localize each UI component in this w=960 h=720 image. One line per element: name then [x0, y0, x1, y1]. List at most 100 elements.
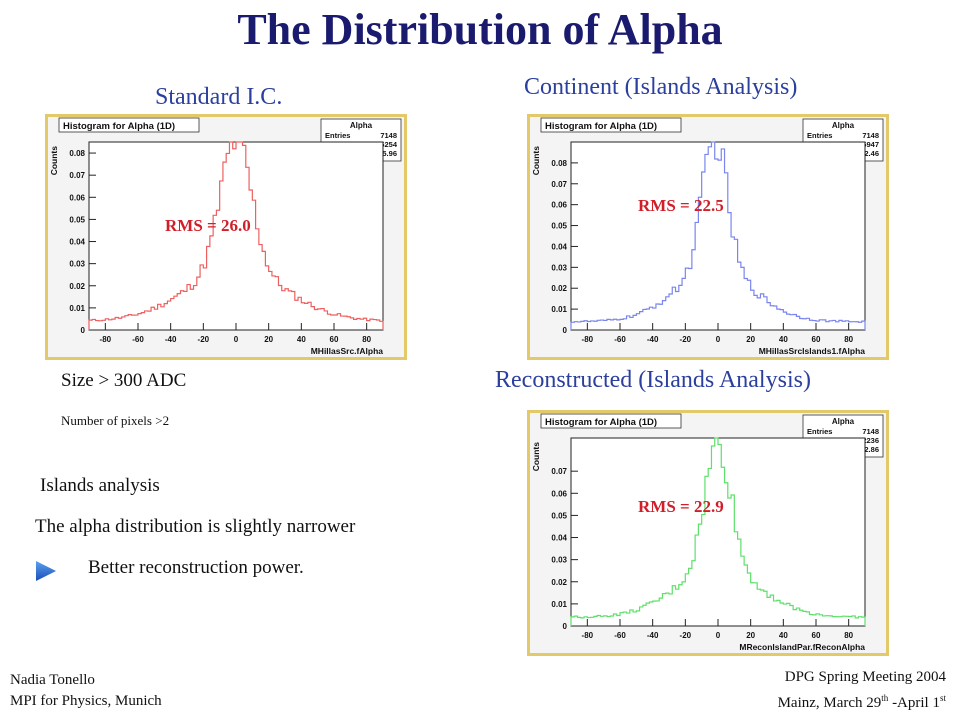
- x-tick-label: -20: [198, 335, 210, 344]
- x-tick-label: 0: [716, 631, 721, 640]
- plot-area: [570, 437, 866, 627]
- stats-value: -0.2236: [854, 436, 879, 445]
- y-tick-label: 0.05: [69, 215, 85, 224]
- y-tick-label: 0.01: [69, 304, 85, 313]
- x-tick-label: -60: [614, 335, 626, 344]
- x-tick-label: 80: [844, 631, 853, 640]
- meeting-name: DPG Spring Meeting 2004: [784, 669, 946, 685]
- x-tick-label: -40: [647, 631, 659, 640]
- x-tick-label: -80: [582, 631, 594, 640]
- x-tick-label: 60: [330, 335, 339, 344]
- panel-label-reconstructed: Reconstructed (Islands Analysis): [495, 367, 811, 393]
- footer-meeting: DPG Spring Meeting 2004 Mainz, March 29t…: [778, 667, 946, 714]
- hist-title: Histogram for Alpha (1D): [545, 417, 657, 428]
- x-tick-label: -60: [132, 335, 144, 344]
- y-tick-label: 0.05: [551, 511, 567, 520]
- hist-title: Histogram for Alpha (1D): [545, 121, 657, 132]
- islands-heading: Islands analysis: [40, 475, 160, 496]
- x-tick-label: 20: [746, 631, 755, 640]
- x-tick-label: -40: [165, 335, 177, 344]
- x-tick-label: 20: [746, 335, 755, 344]
- stats-key: Entries: [325, 131, 350, 140]
- hist-title-box: [58, 117, 200, 133]
- narrower-text: The alpha distribution is slightly narro…: [35, 516, 356, 537]
- hist-title: Histogram for Alpha (1D): [63, 121, 175, 132]
- y-tick-label: 0.04: [551, 534, 567, 543]
- x-tick-label: 20: [264, 335, 273, 344]
- stats-value: 7148: [380, 131, 397, 140]
- x-axis-label: MReconIslandPar.fReconAlpha: [739, 642, 865, 652]
- x-tick-label: 40: [779, 631, 788, 640]
- stats-name: Alpha: [832, 121, 855, 130]
- x-tick-label: -60: [614, 631, 626, 640]
- x-axis-label: MHillasSrc.fAlpha: [311, 346, 384, 356]
- rms-annotation-standard: RMS = 26.0: [165, 216, 251, 235]
- stats-key: Entries: [807, 131, 832, 140]
- stats-value: 0.5254: [374, 140, 398, 149]
- x-tick-label: 40: [297, 335, 306, 344]
- x-tick-label: 40: [779, 335, 788, 344]
- x-tick-label: -20: [680, 631, 692, 640]
- slide-title: The Distribution of Alpha: [237, 5, 723, 54]
- y-tick-label: 0.07: [551, 467, 567, 476]
- plot-area: [88, 141, 384, 331]
- y-tick-label: 0.06: [69, 193, 85, 202]
- y-tick-label: 0.02: [69, 282, 85, 291]
- hist-title-box: [540, 117, 682, 133]
- y-axis-label: Counts: [531, 146, 541, 176]
- rms-annotation-continent: RMS = 22.5: [638, 196, 724, 215]
- x-tick-label: -40: [647, 335, 659, 344]
- y-tick-label: 0.07: [551, 180, 567, 189]
- y-tick-label: 0.08: [69, 149, 85, 158]
- stats-name: Alpha: [832, 417, 855, 426]
- better-text: Better reconstruction power.: [88, 557, 304, 578]
- y-tick-label: 0: [81, 326, 86, 335]
- y-tick-label: 0.03: [69, 260, 85, 269]
- panel-label-continent: Continent (Islands Analysis): [524, 74, 798, 100]
- stats-value: 22.46: [860, 149, 879, 158]
- footer-author: Nadia Tonello MPI for Physics, Munich: [10, 670, 162, 712]
- hist-title-box: [540, 413, 682, 429]
- x-tick-label: 0: [234, 335, 239, 344]
- x-tick-label: 0: [716, 335, 721, 344]
- meeting-date: Mainz, March 29th -April 1st: [777, 693, 946, 711]
- y-tick-label: 0.03: [551, 263, 567, 272]
- y-axis-label: Counts: [49, 146, 59, 176]
- stats-value: 7148: [862, 131, 879, 140]
- stats-name: Alpha: [350, 121, 373, 130]
- y-tick-label: 0.04: [551, 242, 567, 251]
- x-tick-label: -80: [100, 335, 112, 344]
- size-cut-text: Size > 300 ADC: [61, 370, 187, 391]
- y-tick-label: 0: [563, 326, 568, 335]
- plot-area: [570, 141, 866, 331]
- x-tick-label: 80: [844, 335, 853, 344]
- x-axis-label: MHillasSrcIslands1.fAlpha: [759, 346, 866, 356]
- y-tick-label: 0.08: [551, 159, 567, 168]
- y-tick-label: 0.05: [551, 222, 567, 231]
- stats-key: Entries: [807, 427, 832, 436]
- x-tick-label: 80: [362, 335, 371, 344]
- y-tick-label: 0.02: [551, 578, 567, 587]
- rms-annotation-reconstructed: RMS = 22.9: [638, 497, 724, 516]
- stats-value: 7148: [862, 427, 879, 436]
- author-name: Nadia Tonello: [10, 672, 95, 688]
- y-tick-label: 0.07: [69, 171, 85, 180]
- histogram-series: [570, 437, 866, 626]
- histogram-series: [88, 141, 384, 330]
- stats-value: 0.5947: [856, 140, 879, 149]
- stats-value: 22.86: [860, 445, 879, 454]
- y-tick-label: 0.01: [551, 305, 567, 314]
- y-tick-label: 0: [563, 622, 568, 631]
- author-institute: MPI for Physics, Munich: [10, 693, 162, 709]
- x-tick-label: 60: [812, 631, 821, 640]
- histogram-series: [570, 141, 866, 330]
- y-tick-label: 0.04: [69, 238, 85, 247]
- x-tick-label: -80: [582, 335, 594, 344]
- panel-label-standard: Standard I.C.: [155, 84, 283, 110]
- y-tick-label: 0.02: [551, 284, 567, 293]
- y-tick-label: 0.06: [551, 201, 567, 210]
- arrow-bullet-icon: [36, 561, 56, 581]
